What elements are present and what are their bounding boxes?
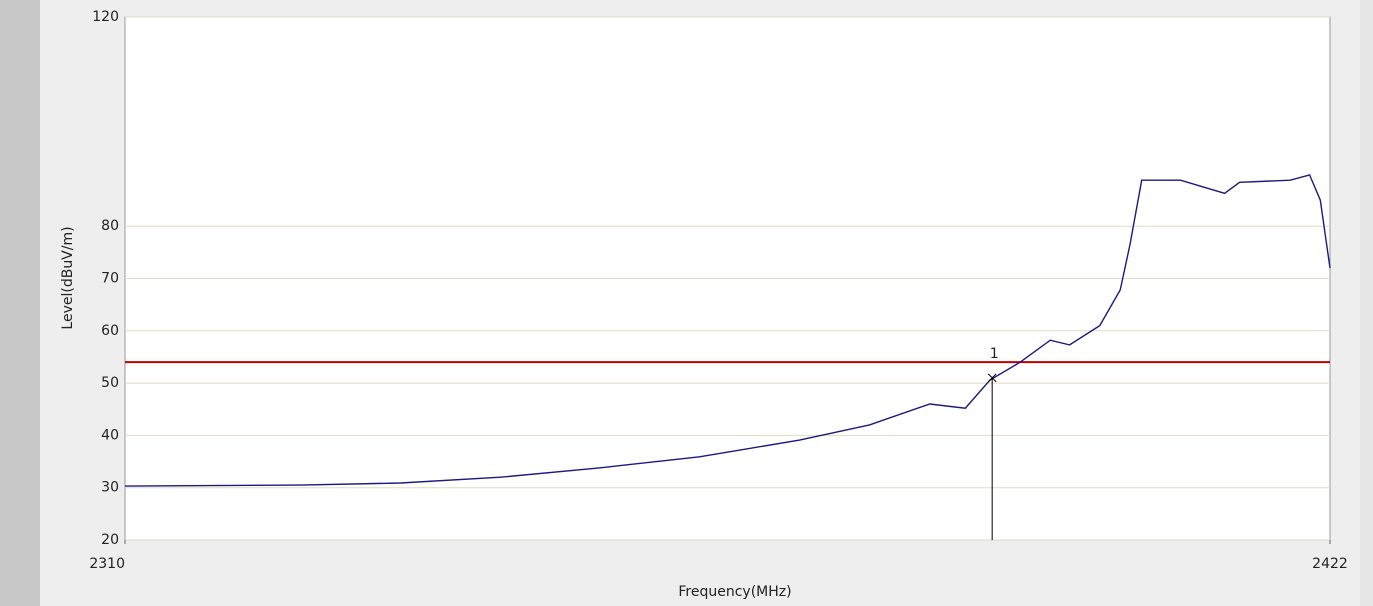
- marker-label: 1: [990, 346, 999, 362]
- y-tick-label: 70: [101, 271, 119, 287]
- x-tick-label: 2310: [89, 556, 125, 572]
- y-tick-label: 20: [101, 532, 119, 548]
- x-axis-label: Frequency(MHz): [678, 584, 791, 600]
- y-tick-label: 30: [101, 480, 119, 496]
- side-panel: [0, 0, 40, 606]
- y-axis-label: Level(dBuV/m): [60, 226, 76, 329]
- trace: [124, 174, 1331, 487]
- x-tick-label: 2422: [1312, 556, 1348, 572]
- y-tick-label: 40: [101, 427, 119, 443]
- marker-cross: [987, 373, 997, 383]
- y-tick-label: 80: [101, 218, 119, 234]
- y-tick-label: 50: [101, 375, 119, 391]
- y-tick-label: 120: [92, 9, 119, 25]
- y-tick-label: 60: [101, 323, 119, 339]
